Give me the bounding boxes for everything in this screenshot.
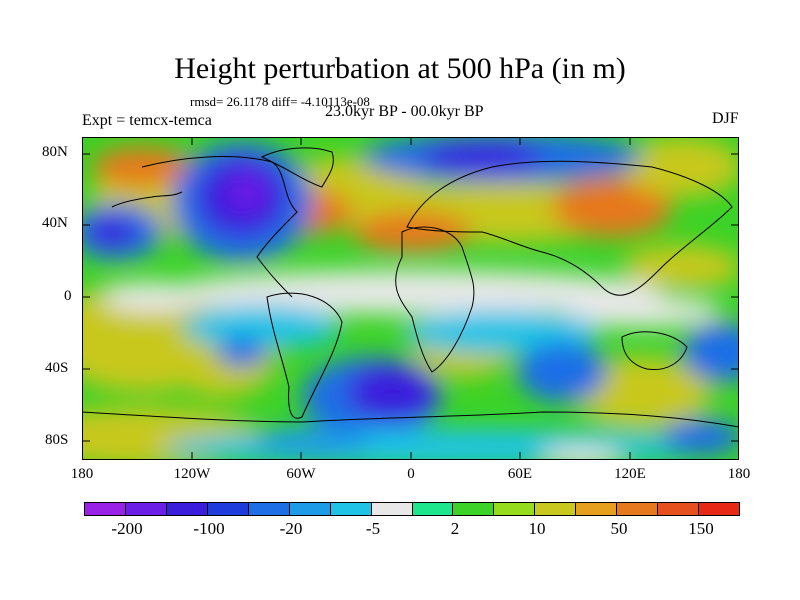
period-label: 23.0kyr BP - 00.0kyr BP [325,103,484,120]
chart-title: Height perturbation at 500 hPa (in m) [174,52,626,85]
field-patch [572,357,712,427]
colorbar-label: 50 [610,519,628,538]
field-patch [102,282,202,312]
lon-label-180w: 180 [70,466,94,482]
colorbar-swatch [617,503,659,515]
coastline [621,331,688,371]
field-patch [347,364,437,420]
field-patch [217,337,267,367]
colorbar-swatch [125,503,167,515]
lon-label-120e: 120E [614,466,646,482]
experiment-label: Expt = temcx-temca [82,112,212,129]
field-patch [87,217,137,247]
rmsd-diff-stats: rmsd= 26.1178 diff= -4.10113e-08 [190,94,370,109]
lon-label-60w: 60W [286,466,316,482]
colorbar-swatch [207,503,249,515]
colorbar-swatch [699,503,739,515]
coastline [266,292,343,419]
field-patch [422,142,542,172]
colorbar-swatch [412,503,454,515]
field-patch [552,177,672,237]
colorbar-swatch [658,503,700,515]
lat-label-0: 0 [64,288,72,304]
colorbar-swatch [85,503,126,515]
colorbar-swatch [576,503,618,515]
colorbar-label: 10 [528,519,546,538]
coastline [141,156,298,298]
lon-label-60e: 60E [507,466,533,482]
colorbar-label: -20 [279,519,303,538]
field-patch [182,305,342,349]
colorbar-swatch [248,503,290,515]
field-patch [227,172,267,212]
lon-label-0: 0 [407,466,415,482]
colorbar-label: 2 [450,519,460,538]
map-panel [82,137,739,460]
colorbar-swatch [289,503,331,515]
contour-map [82,137,739,460]
lat-label-40n: 40N [42,215,68,231]
field-patch [622,245,739,289]
coastline [82,411,739,428]
field-patch [542,447,622,460]
colorbar-swatch [453,503,495,515]
field-patch [682,322,739,382]
field-patches [82,137,739,460]
colorbar-label: -200 [111,519,143,538]
colorbar-label: 150 [688,519,714,538]
lon-label-120w: 120W [173,466,211,482]
colorbar-swatch [371,503,413,515]
coastline [395,226,475,373]
lat-label-80n: 80N [42,144,68,160]
field-patch [352,212,472,252]
lat-label-80s: 80S [45,432,69,448]
colorbar-swatch [330,503,372,515]
coastline [260,147,334,188]
field-patch [252,427,372,457]
field-patch [622,137,739,197]
field-patch [517,342,607,402]
lon-label-180e: 180 [727,466,751,482]
coastline [406,160,733,296]
colorbar [84,502,740,516]
colorbar-label: -100 [193,519,225,538]
lat-ticks [82,153,739,442]
field-patch [662,419,739,455]
colorbar-swatch [166,503,208,515]
coastlines [82,147,739,428]
coastline [111,191,183,208]
season-label: DJF [712,110,739,127]
colorbar-label: -5 [365,519,381,538]
lat-label-40s: 40S [45,360,69,376]
field-patch [162,270,662,314]
colorbar-swatch [494,503,536,515]
colorbar-swatch [535,503,577,515]
field-patch [562,297,722,327]
lon-ticks [191,137,631,460]
